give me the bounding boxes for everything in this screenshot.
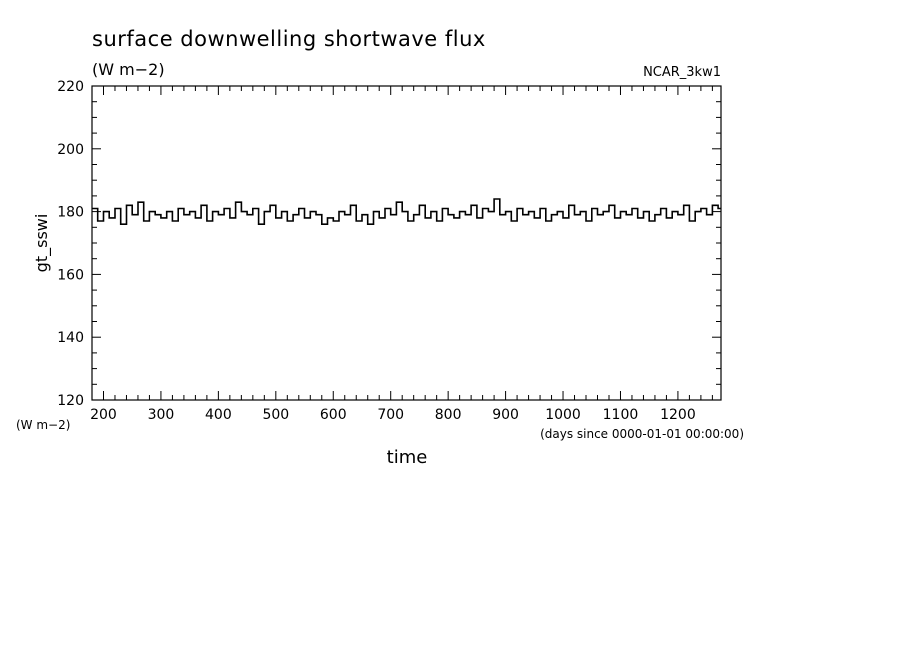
x-axis-unit: (days since 0000-01-01 00:00:00) <box>540 427 744 441</box>
y-tick-label: 140 <box>57 330 84 346</box>
y-tick-label: 180 <box>57 205 84 221</box>
x-tick-label: 700 <box>377 407 404 423</box>
x-tick-label: 1200 <box>660 407 696 423</box>
x-axis-label: time <box>387 447 428 468</box>
plot-frame <box>91 85 722 401</box>
x-tick-label: 1000 <box>545 407 581 423</box>
x-axis-ticks: 200 300 400 500 600 700 800 900 1000 1100 1200 <box>90 86 713 423</box>
y-tick-label: 160 <box>57 267 84 283</box>
x-tick-label: 600 <box>320 407 347 423</box>
y-axis-ticks: 120 140 160 180 200 220 <box>57 79 721 409</box>
y-tick-label: 120 <box>57 393 84 409</box>
run-label: NCAR_3kw1 <box>643 65 721 80</box>
y-axis-unit: (W m−2) <box>16 418 70 432</box>
series-line <box>92 198 721 225</box>
y-tick-label: 200 <box>57 142 84 158</box>
x-tick-label: 500 <box>262 407 289 423</box>
x-tick-label: 400 <box>205 407 232 423</box>
y-tick-label: 220 <box>57 79 84 95</box>
chart-title: surface downwelling shortwave flux <box>92 27 486 51</box>
chart-subtitle: (W m−2) <box>92 60 165 79</box>
x-tick-label: 300 <box>148 407 175 423</box>
x-tick-label: 800 <box>435 407 462 423</box>
y-axis-label: gt_sswi <box>32 214 52 273</box>
series-layer <box>92 198 721 225</box>
x-tick-label: 1100 <box>603 407 639 423</box>
x-tick-label: 200 <box>90 407 117 423</box>
x-tick-label: 900 <box>492 407 519 423</box>
